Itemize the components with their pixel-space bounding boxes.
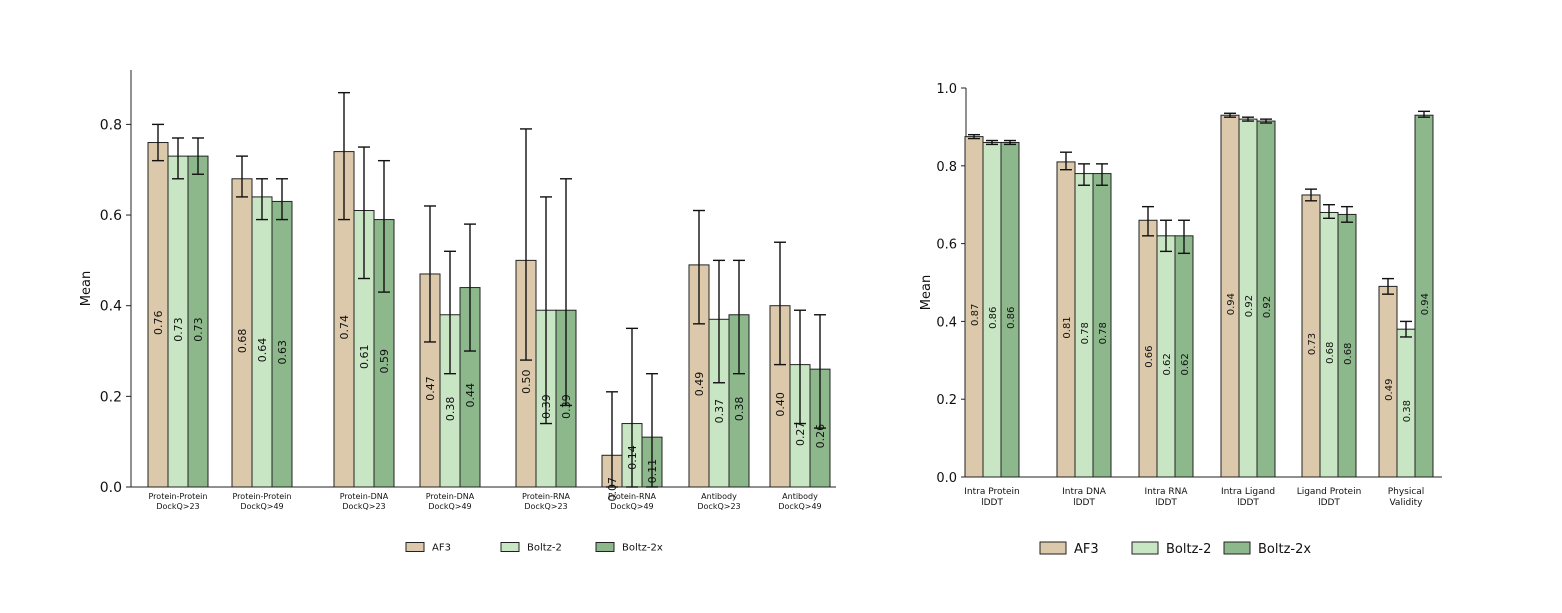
legend-swatch-boltz-2 [1131,541,1159,555]
bar-value-label: 0.49 [693,372,706,397]
bar-value-label: 0.73 [172,317,185,342]
legend-label: Boltz-2 [527,543,562,554]
bar-value-label: 0.61 [358,345,371,370]
bar-value-label: 0.27 [794,422,807,447]
y-tick-label: 0.8 [100,117,122,133]
x-category-label: lDDT [1237,498,1259,508]
legend-label: Boltz-2x [1258,542,1311,557]
bar-value-label: 0.68 [1343,343,1354,365]
bar-value-label: 0.38 [444,397,457,422]
x-category-label: Validity [1389,498,1423,508]
legend-label: Boltz-2x [622,543,663,554]
x-category-label: Intra RNA [1144,487,1188,497]
y-tick-label: 0.4 [100,299,122,315]
y-tick-label: 0.0 [100,480,122,496]
bar-value-label: 0.94 [1420,293,1431,315]
bar-value-label: 0.81 [1062,316,1073,338]
bar-value-label: 0.64 [256,338,269,363]
bar-value-label: 0.44 [464,383,477,408]
bar-value-label: 0.59 [378,349,391,374]
bar-value-label: 0.14 [626,445,639,470]
bar-value-label: 0.86 [988,307,999,329]
x-category-label: Protein-RNA [522,492,570,501]
x-category-label: Antibody [701,492,737,501]
legend-swatch-boltz-2x [595,542,615,552]
bar-value-label: 0.39 [560,394,573,419]
bar-value-label: 0.49 [1384,379,1395,401]
legend-swatch-af3 [1039,541,1067,555]
x-category-label: Protein-DNA [426,492,475,501]
bar-value-label: 0.07 [606,477,619,502]
x-category-label: DockQ>23 [156,502,199,511]
x-category-label: lDDT [1073,498,1095,508]
bar-value-label: 0.92 [1244,295,1255,317]
x-category-label: Protein-Protein [149,492,208,501]
x-category-label: DockQ>49 [778,502,821,511]
x-category-label: Intra DNA [1062,487,1107,497]
chart-complex-dockq: 0.0 0.2 0.4 0.6 0.8 Mean 0.76 0.73 0.73 Protein-P… [79,70,836,554]
legend-swatch-boltz-2 [500,542,520,552]
x-category-label: Antibody [782,492,818,501]
legend-label: Boltz-2 [1166,542,1211,557]
legend-swatch-boltz-2x [1223,541,1251,555]
y-tick-label: 0.6 [936,238,957,253]
bar-value-label: 0.66 [1144,345,1155,367]
bar-value-label: 0.78 [1080,322,1091,344]
x-category-label: DockQ>49 [610,502,653,511]
bar-value-label: 0.62 [1180,353,1191,375]
x-category-label: Protein-RNA [608,492,656,501]
y-axis-label: Mean [79,271,94,306]
y-tick-label: 0.6 [100,208,122,224]
chart-lddt-validity: 0.0 0.2 0.4 0.6 0.8 1.0 Mean 0.87 0.86 0.86 Intra … [919,82,1442,557]
y-tick-label: 1.0 [936,82,957,97]
y-axis-label: Mean [919,275,934,310]
bar-value-label: 0.26 [814,424,827,449]
bar-value-label: 0.87 [970,304,981,326]
x-category-label: Intra Protein [964,487,1020,497]
legend-swatch-af3 [405,542,425,552]
bar-value-label: 0.86 [1006,307,1017,329]
bar-value-label: 0.40 [774,392,787,417]
bar-value-label: 0.74 [338,315,351,340]
bar-value-label: 0.50 [520,369,533,394]
bar-value-label: 0.73 [192,317,205,342]
bar-value-label: 0.11 [646,459,659,484]
bar-value-label: 0.76 [152,311,165,336]
y-tick-label: 0.0 [936,471,957,486]
bar-value-label: 0.73 [1307,333,1318,355]
bar-value-label: 0.47 [424,376,437,401]
x-category-label: DockQ>23 [524,502,567,511]
x-category-label: DockQ>49 [240,502,283,511]
bar-value-label: 0.68 [236,329,249,354]
bar-value-label: 0.39 [540,394,553,419]
bar-value-label: 0.38 [733,397,746,422]
x-category-label: DockQ>49 [428,502,471,511]
legend-label: AF3 [1074,542,1099,557]
x-category-label: lDDT [1155,498,1177,508]
x-category-label: DockQ>23 [342,502,385,511]
bar-value-label: 0.94 [1226,293,1237,315]
x-category-label: lDDT [1318,498,1340,508]
legend-label: AF3 [432,543,451,554]
y-tick-label: 0.8 [936,160,957,175]
bar-value-label: 0.68 [1325,342,1336,364]
x-category-label: Protein-Protein [233,492,292,501]
x-category-label: Intra Ligand [1221,487,1275,497]
x-category-label: Ligand Protein [1297,487,1362,497]
y-tick-label: 0.2 [100,389,122,405]
x-category-label: lDDT [981,498,1003,508]
y-tick-label: 0.4 [936,315,957,330]
y-tick-label: 0.2 [936,393,957,408]
bar-value-label: 0.62 [1162,353,1173,375]
bar-value-label: 0.92 [1262,296,1273,318]
bar-value-label: 0.78 [1098,322,1109,344]
bar-value-label: 0.37 [713,399,726,424]
x-category-label: Protein-DNA [340,492,389,501]
x-category-label: DockQ>23 [697,502,740,511]
x-category-label: Physical [1388,487,1425,497]
bar-value-label: 0.63 [276,340,289,365]
bar-value-label: 0.38 [1402,400,1413,422]
